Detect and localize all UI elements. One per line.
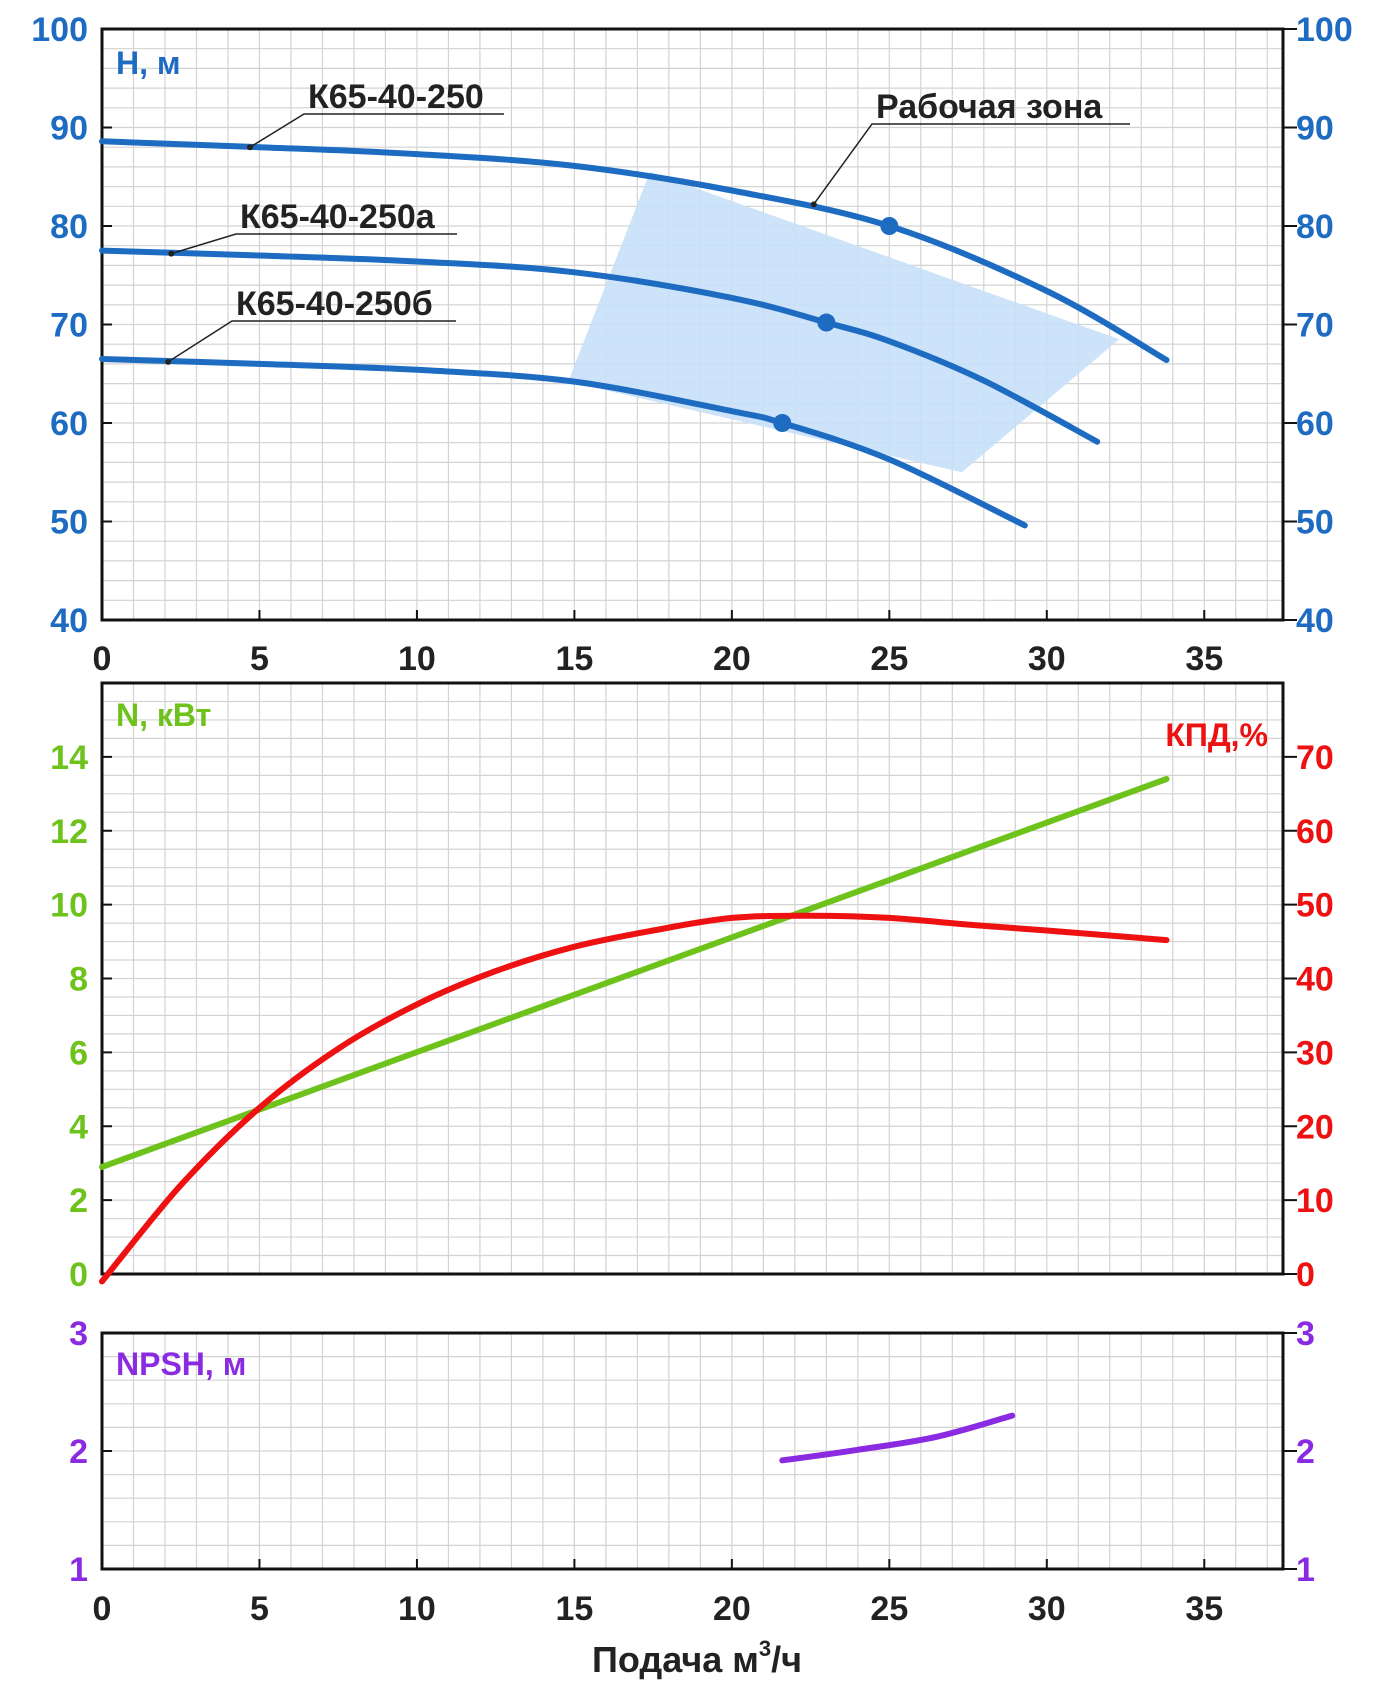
y-tick-label-right: 100 xyxy=(1296,11,1353,49)
y-tick-label-left: 50 xyxy=(50,504,88,542)
npsh-curve xyxy=(779,1412,1016,1464)
x-tick-label: 10 xyxy=(398,640,436,678)
y-tick-label-right: 80 xyxy=(1296,208,1334,246)
y-tick-label-right: 90 xyxy=(1296,110,1334,148)
efficiency-curve xyxy=(99,912,1170,1285)
npsh-curves xyxy=(779,1412,1016,1464)
npsh-axis-title: NPSH, м xyxy=(116,1346,246,1382)
power-curve xyxy=(99,776,1170,1170)
y-tick-label-right: 60 xyxy=(1296,405,1334,443)
y-tick-label-left: 1 xyxy=(69,1551,88,1589)
x-tick-label: 0 xyxy=(93,640,112,678)
power-curves xyxy=(99,776,1170,1285)
x-tick-label: 20 xyxy=(713,640,751,678)
head-ticks: 40 50 60 70 80 90 100 40 50 60 70 80 90 100 0 5 10 15 20 25… xyxy=(31,11,1352,678)
y-tick-label-right: 70 xyxy=(1296,307,1334,345)
work-zone-area xyxy=(568,171,1120,473)
y-tick-label-right: 0 xyxy=(1296,1256,1315,1294)
x-axis-title-tail: /ч xyxy=(771,1639,802,1680)
y-tick-label-left: 8 xyxy=(69,961,88,999)
leader-k65-40-250b xyxy=(167,320,456,363)
head-curve-2 xyxy=(99,247,1101,445)
label-work-zone: Рабочая зона xyxy=(876,88,1103,126)
head-curve-3 xyxy=(99,356,1028,529)
power-efficiency-panel: 0 2 4 6 8 10 12 14 0 10 20 30 40 50 60 70 N, кВт КПД,% xyxy=(50,681,1334,1294)
leader-work-zone xyxy=(813,123,1130,205)
y-tick-label-left: 12 xyxy=(50,813,88,851)
x-tick-label: 30 xyxy=(1028,1590,1066,1628)
y-tick-label-right: 10 xyxy=(1296,1182,1334,1220)
x-tick-label: 25 xyxy=(870,640,908,678)
x-tick-label: 0 xyxy=(93,1590,112,1628)
y-tick-label-right: 1 xyxy=(1296,1551,1315,1589)
power-axis-title: N, кВт xyxy=(116,697,211,733)
y-tick-label-left: 90 xyxy=(50,110,88,148)
x-tick-label: 30 xyxy=(1028,640,1066,678)
npsh-grid xyxy=(102,1333,1283,1569)
x-tick-label: 10 xyxy=(398,1590,436,1628)
best-efficiency-point-2 xyxy=(817,313,836,332)
leader-k65-40-250a-dot xyxy=(168,250,175,257)
leader-k65-40-250-dot xyxy=(247,144,254,151)
leader-work-zone-dot xyxy=(810,201,817,208)
leader-k65-40-250 xyxy=(249,113,504,148)
y-tick-label-left: 70 xyxy=(50,307,88,345)
x-tick-label: 15 xyxy=(555,640,593,678)
head-panel: 40 50 60 70 80 90 100 40 50 60 70 80 90 100 0 5 10 15 20 25… xyxy=(31,11,1352,678)
x-axis-title-sup: 3 xyxy=(759,1636,771,1661)
y-tick-label-left: 60 xyxy=(50,405,88,443)
head-axis-title: H, м xyxy=(116,45,181,81)
y-tick-label-left: 10 xyxy=(50,887,88,925)
y-tick-label-left: 4 xyxy=(69,1108,88,1146)
y-tick-label-right: 50 xyxy=(1296,887,1334,925)
x-tick-label: 35 xyxy=(1185,1590,1223,1628)
head-curve-1 xyxy=(99,138,1170,363)
y-tick-label-right: 40 xyxy=(1296,602,1334,640)
y-tick-label-right: 50 xyxy=(1296,504,1334,542)
best-efficiency-point-3 xyxy=(773,414,792,432)
y-tick-label-left: 2 xyxy=(69,1182,88,1220)
y-tick-label-right: 3 xyxy=(1296,1315,1315,1353)
x-axis-title-main: Подача м xyxy=(592,1639,759,1680)
y-tick-label-left: 6 xyxy=(69,1034,88,1072)
x-tick-label: 5 xyxy=(250,640,269,678)
y-tick-label-right: 2 xyxy=(1296,1433,1315,1471)
leader-k65-40-250a xyxy=(171,233,457,255)
y-tick-label-right: 30 xyxy=(1296,1034,1334,1072)
y-tick-label-left: 14 xyxy=(50,739,88,777)
head-curves xyxy=(99,138,1170,529)
x-tick-label: 15 xyxy=(555,1590,593,1628)
power-grid xyxy=(102,683,1283,1274)
label-k65-40-250a: К65-40-250а xyxy=(240,198,436,236)
label-k65-40-250b: К65-40-250б xyxy=(236,285,433,323)
best-efficiency-point-1 xyxy=(880,217,899,235)
efficiency-axis-title: КПД,% xyxy=(1165,717,1268,753)
leader-k65-40-250b-dot xyxy=(165,358,172,365)
y-tick-label-right: 40 xyxy=(1296,961,1334,999)
x-tick-label: 5 xyxy=(250,1590,269,1628)
y-tick-label-left: 2 xyxy=(69,1433,88,1471)
y-tick-label-left: 80 xyxy=(50,208,88,246)
y-tick-label-left: 40 xyxy=(50,602,88,640)
y-tick-label-right: 60 xyxy=(1296,813,1334,851)
x-tick-label: 35 xyxy=(1185,640,1223,678)
label-k65-40-250: К65-40-250 xyxy=(308,78,484,116)
work-zone-layer xyxy=(568,171,1120,473)
head-annotations: К65-40-250 К65-40-250а К65-40-250б Рабоч… xyxy=(165,78,1130,365)
x-tick-label: 20 xyxy=(713,1590,751,1628)
y-tick-label-right: 20 xyxy=(1296,1108,1334,1146)
x-axis-title: Подача м3/ч xyxy=(592,1636,802,1680)
y-tick-label-right: 70 xyxy=(1296,739,1334,777)
y-tick-label-left: 100 xyxy=(31,11,88,49)
y-tick-label-left: 0 xyxy=(69,1256,88,1294)
y-tick-label-left: 3 xyxy=(69,1315,88,1353)
x-tick-label: 25 xyxy=(870,1590,908,1628)
